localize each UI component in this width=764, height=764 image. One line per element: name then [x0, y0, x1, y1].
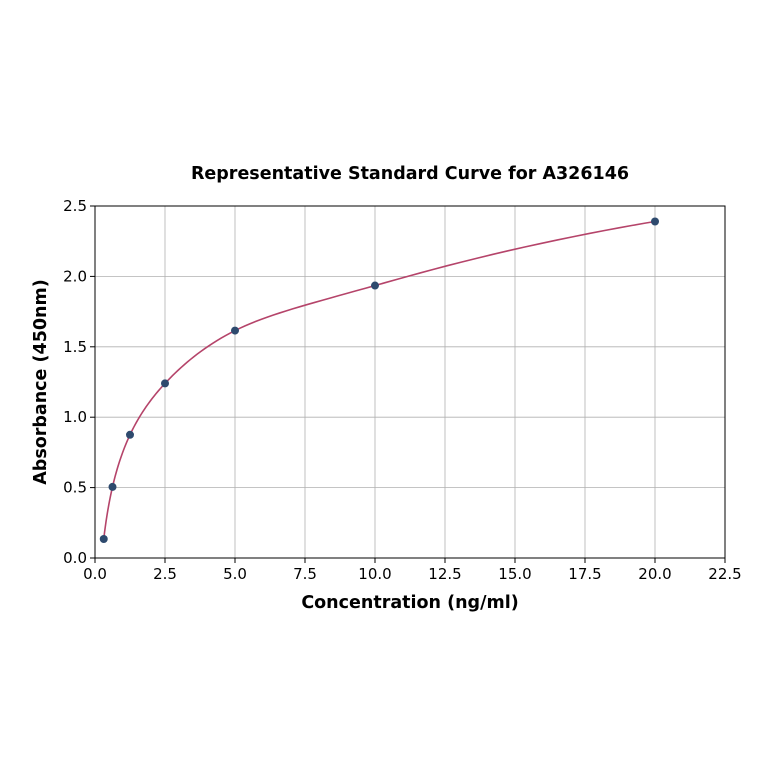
y-tick-label: 0.5: [63, 479, 87, 497]
data-point: [126, 430, 134, 439]
x-tick-label: 10.0: [358, 565, 391, 583]
data-point: [161, 379, 169, 388]
data-point: [231, 326, 239, 335]
x-tick-label: 17.5: [568, 565, 601, 583]
chart-title: Representative Standard Curve for A32614…: [191, 164, 629, 184]
x-tick-label: 2.5: [153, 565, 177, 583]
data-point: [371, 281, 379, 290]
y-tick-label: 2.5: [63, 197, 87, 215]
fit-curve: [102, 220, 656, 540]
data-point: [99, 534, 108, 543]
x-tick-label: 0.0: [83, 565, 107, 583]
y-axis-ticks: 0.0 0.5 1.0 1.5 2.0 2.5: [63, 197, 95, 567]
x-tick-label: 7.5: [293, 565, 317, 583]
x-tick-label: 20.0: [638, 565, 671, 583]
x-axis-label: Concentration (ng/ml): [301, 593, 518, 613]
x-tick-label: 15.0: [498, 565, 531, 583]
data-point: [651, 217, 659, 226]
data-points: [99, 217, 659, 543]
y-tick-label: 2.0: [63, 267, 87, 285]
x-tick-label: 12.5: [428, 565, 461, 583]
x-tick-label: 22.5: [708, 565, 741, 583]
y-tick-label: 1.5: [63, 338, 87, 356]
plot-frame: [94, 205, 726, 559]
x-tick-label: 5.0: [223, 565, 247, 583]
grid: [94, 205, 726, 559]
y-axis-label: Absorbance (450nm): [31, 279, 51, 485]
y-tick-label: 1.0: [63, 408, 87, 426]
y-tick-label: 0.0: [63, 549, 87, 567]
data-point: [108, 482, 117, 491]
fit-curve-group: [102, 220, 656, 540]
x-axis-ticks: 0.0 2.5 5.0 7.5 10.0 12.5 15.0 17.5 20.0 22.5: [83, 558, 742, 583]
